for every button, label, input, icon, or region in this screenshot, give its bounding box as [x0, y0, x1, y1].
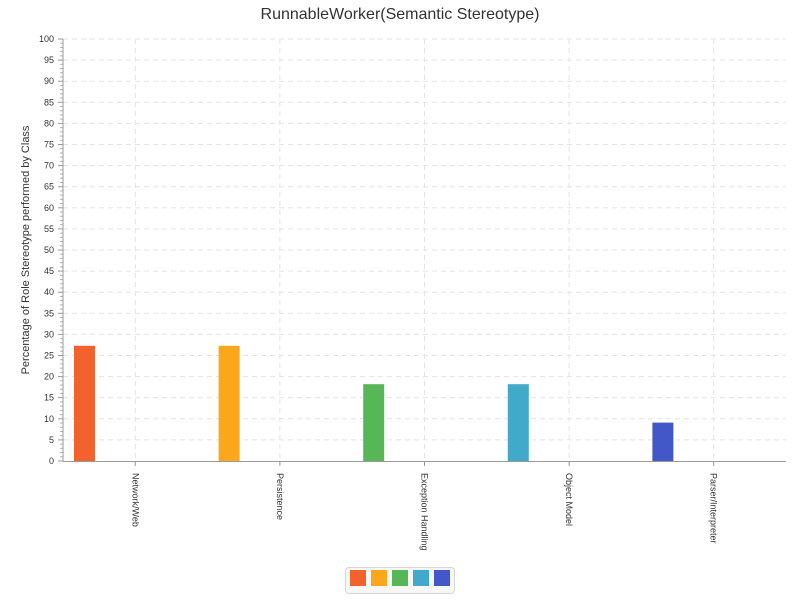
x-tick-label: Object Model [564, 473, 574, 526]
y-tick-label: 65 [44, 182, 54, 192]
legend-swatch [434, 570, 450, 586]
y-tick-label: 90 [44, 76, 54, 86]
y-tick-label: 35 [44, 308, 54, 318]
x-tick-label: Persistence [275, 473, 285, 520]
y-tick-label: 55 [44, 224, 54, 234]
legend-swatch [350, 570, 366, 586]
x-tick-label: Parser/Interpreter [709, 473, 719, 544]
y-tick-label: 80 [44, 118, 54, 128]
y-tick-label: 95 [44, 55, 54, 65]
bar-0 [74, 345, 95, 461]
y-tick-label: 60 [44, 203, 54, 213]
y-tick-label: 0 [49, 456, 54, 466]
y-tick-label: 15 [44, 393, 54, 403]
bar-3 [507, 384, 529, 461]
legend-item [371, 570, 387, 591]
legend-swatch [371, 570, 387, 586]
x-tick-label: Network/Web [130, 473, 140, 527]
y-tick-label: 20 [44, 372, 54, 382]
y-tick-label: 75 [44, 140, 54, 150]
y-tick-label: 30 [44, 329, 54, 339]
bar-1 [218, 345, 240, 461]
axis-layer [58, 38, 786, 466]
legend [345, 567, 455, 594]
bar-4 [652, 422, 674, 461]
grid-layer [63, 38, 786, 461]
y-tick-label: 85 [44, 97, 54, 107]
x-tick-label: Exception Handling [420, 473, 430, 551]
y-axis-label: Percentage of Role Stereotype performed … [20, 125, 32, 374]
y-tick-label: 50 [44, 245, 54, 255]
chart-title: RunnableWorker(Semantic Stereotype) [260, 6, 540, 23]
y-tick-label: 25 [44, 351, 54, 361]
legend-swatch [392, 570, 408, 586]
legend-item [434, 570, 450, 591]
label-layer: 0 5 10 15 20 25 30 35 40 45 50 55 60 65 70 75 80 85 90 95 10… [39, 34, 719, 551]
bar-2 [363, 384, 385, 461]
legend-item [392, 570, 408, 591]
legend-item [413, 570, 429, 591]
legend-swatch [413, 570, 429, 586]
bar-layer [74, 345, 674, 461]
y-tick-label: 40 [44, 287, 54, 297]
y-tick-label: 70 [44, 161, 54, 171]
y-tick-label: 10 [44, 414, 54, 424]
y-tick-label: 45 [44, 266, 54, 276]
y-tick-label: 100 [39, 34, 54, 44]
y-tick-label: 5 [49, 435, 54, 445]
legend-item [350, 570, 366, 591]
